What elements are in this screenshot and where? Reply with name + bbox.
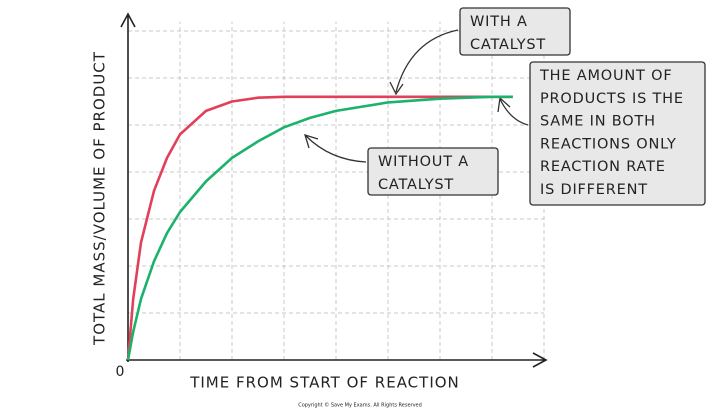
annotation-text: REACTIONS ONLY <box>540 136 677 152</box>
x-axis <box>126 352 548 368</box>
annotation-box <box>459 7 571 56</box>
x-tick-label: 0 <box>116 364 125 380</box>
annotation-text: CATALYST <box>378 177 454 193</box>
annotation-text: SAME IN BOTH <box>540 114 656 130</box>
annotation-text: WITH A <box>470 14 528 30</box>
annotation-arrow <box>497 96 529 126</box>
annotation-text: THE AMOUNT OF <box>539 68 672 84</box>
annotation-text: IS DIFFERENT <box>540 182 648 198</box>
annotation-text: CATALYST <box>470 37 546 53</box>
annotation-box <box>367 147 499 196</box>
annotation-text: WITHOUT A <box>378 154 469 170</box>
footer: Copyright © Save My Exams. All Rights Re… <box>298 402 422 409</box>
curve <box>126 95 513 361</box>
x-axis-title: TIME FROM START OF REACTION <box>189 374 460 392</box>
y-axis-title: TOTAL MASS/VOLUME OF PRODUCT <box>91 51 109 346</box>
annotation-arrow <box>389 29 459 96</box>
annotation-arrow <box>304 134 367 163</box>
y-axis <box>120 12 136 362</box>
annotation-text: PRODUCTS IS THE <box>540 91 684 107</box>
annotation-text: REACTION RATE <box>540 159 666 175</box>
curve <box>126 95 513 361</box>
annotation-box <box>529 61 706 206</box>
